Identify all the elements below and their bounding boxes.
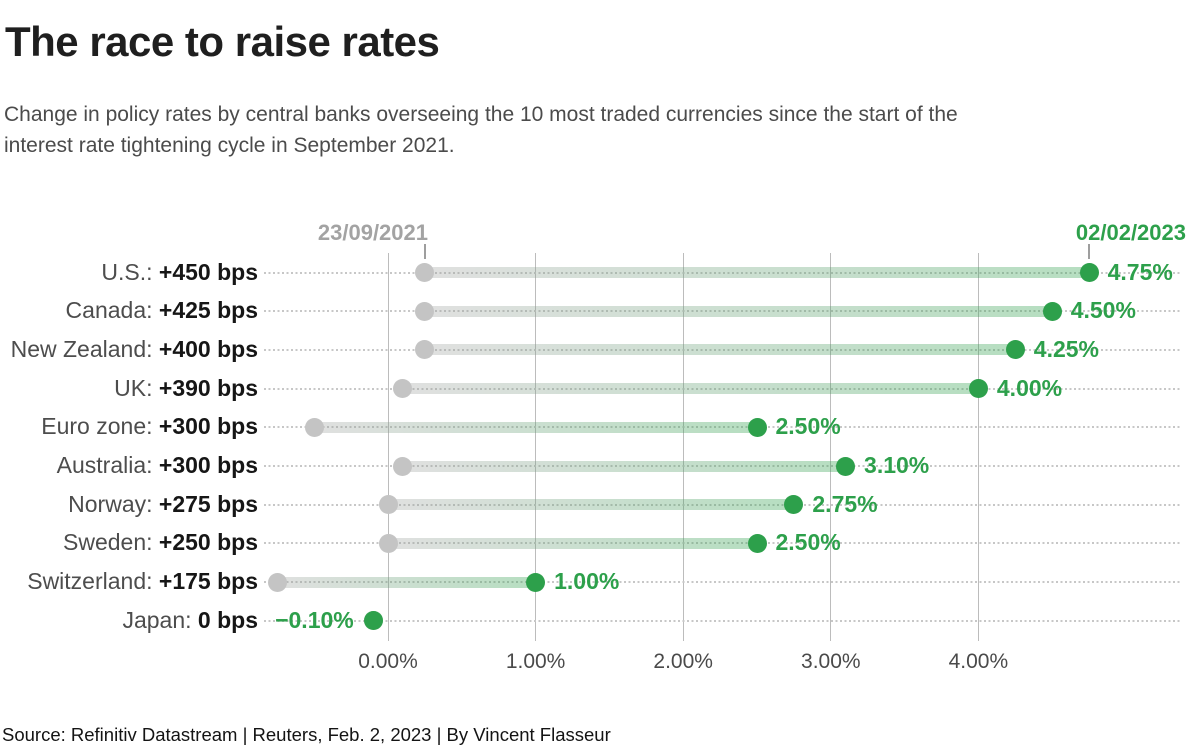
end-rate-dot (784, 495, 804, 515)
range-bar (388, 499, 794, 511)
leader-line (264, 387, 1181, 390)
start-date-tick (423, 244, 426, 259)
leader-line (264, 542, 1181, 545)
country-name: Sweden: (63, 529, 159, 556)
change-bps-value: +275 bps (158, 490, 258, 517)
x-axis-tick-label: 1.00% (505, 650, 566, 673)
end-rate-dot (1079, 263, 1099, 282)
end-rate-value-label: 4.25% (1033, 335, 1100, 362)
range-bar (402, 383, 979, 395)
end-rate-dot (836, 456, 856, 476)
range-bar (424, 344, 1016, 356)
range-bar (314, 421, 757, 433)
x-gridline (977, 253, 979, 641)
start-rate-dot (393, 456, 413, 476)
x-axis-tick-label: 2.00% (653, 650, 713, 673)
row-label: Canada: +425 bps (0, 297, 258, 324)
start-rate-dot (415, 301, 435, 321)
row-label: Australia: +300 bps (0, 452, 258, 479)
change-bps-value: +250 bps (158, 529, 258, 556)
end-rate-dot (1042, 301, 1062, 321)
range-bar (402, 460, 846, 472)
start-rate-dot (304, 417, 324, 437)
row-label: U.S.: +450 bps (0, 259, 258, 286)
country-name: Norway: (68, 490, 159, 517)
range-bar (424, 305, 1053, 317)
end-rate-value-label: 3.10% (864, 452, 930, 478)
chart-subtitle: Change in policy rates by central banks … (4, 103, 958, 157)
range-bar (424, 267, 1090, 278)
change-bps-value: +400 bps (158, 335, 258, 362)
end-rate-value-label: 4.00% (996, 374, 1063, 401)
country-name: Japan: (122, 606, 198, 633)
end-rate-dot (968, 379, 988, 399)
end-rate-value-label: 4.50% (1070, 297, 1136, 324)
leader-line (264, 310, 1181, 313)
end-rate-dot (747, 533, 767, 553)
change-bps-value: +425 bps (158, 297, 258, 324)
x-gridline (682, 253, 684, 641)
end-rate-dot (363, 611, 383, 631)
leader-line (264, 503, 1181, 506)
change-bps-value: 0 bps (197, 606, 258, 633)
country-name: Euro zone: (41, 413, 159, 440)
start-date-label: 23/09/2021 (317, 220, 428, 245)
change-bps-value: +175 bps (158, 568, 258, 595)
range-bar (277, 576, 536, 588)
change-bps-value: +450 bps (158, 258, 258, 285)
change-bps-value: +300 bps (158, 413, 258, 440)
leader-line (264, 581, 1181, 584)
start-rate-dot (378, 495, 398, 515)
row-label: Japan: 0 bps (0, 607, 258, 634)
x-axis-tick-label: 4.00% (948, 650, 1009, 673)
end-rate-value-label: 2.50% (775, 529, 841, 556)
x-axis-tick-label: 3.00% (801, 650, 861, 673)
x-axis-tick-label: 0.00% (358, 650, 418, 673)
leader-line (264, 271, 1181, 274)
x-gridline (830, 253, 832, 641)
leader-line (264, 426, 1181, 429)
end-date-label: 02/02/2023 (1075, 220, 1186, 245)
end-rate-dot (1005, 340, 1025, 360)
x-gridline (387, 253, 389, 641)
row-label: Norway: +275 bps (0, 491, 258, 518)
end-date-tick (1088, 244, 1091, 259)
country-name: U.S.: (101, 258, 159, 285)
end-rate-dot (747, 417, 767, 437)
row-label: UK: +390 bps (0, 375, 258, 402)
end-rate-dot (526, 572, 546, 592)
leader-line (264, 619, 1181, 622)
page-title: The race to raise rates (5, 18, 440, 65)
leader-line (264, 465, 1181, 467)
end-rate-value-label: 1.00% (554, 568, 620, 595)
country-name: Australia: (56, 452, 159, 478)
end-rate-value-label: 4.75% (1107, 258, 1173, 285)
change-bps-value: +300 bps (158, 452, 258, 478)
country-name: UK: (114, 374, 159, 401)
x-gridline (535, 253, 537, 641)
leader-line (264, 348, 1181, 351)
range-bar (388, 537, 757, 549)
start-rate-dot (378, 533, 398, 553)
end-rate-value-label: 2.50% (775, 413, 841, 440)
row-label: Sweden: +250 bps (0, 529, 258, 556)
start-rate-dot (415, 340, 435, 360)
country-name: Switzerland: (27, 568, 159, 595)
row-label: New Zealand: +400 bps (0, 336, 258, 363)
start-rate-dot (267, 572, 287, 592)
country-name: New Zealand: (10, 335, 159, 362)
start-rate-dot (415, 263, 435, 282)
row-label: Switzerland: +175 bps (0, 568, 258, 595)
source-line: Source: Refinitiv Datastream | Reuters, … (2, 724, 611, 745)
start-rate-dot (393, 379, 413, 399)
end-rate-value-label: 2.75% (812, 490, 878, 517)
country-name: Canada: (65, 297, 159, 324)
change-bps-value: +390 bps (158, 374, 258, 401)
row-label: Euro zone: +300 bps (0, 413, 258, 440)
end-rate-value-label: −0.10% (275, 606, 354, 633)
